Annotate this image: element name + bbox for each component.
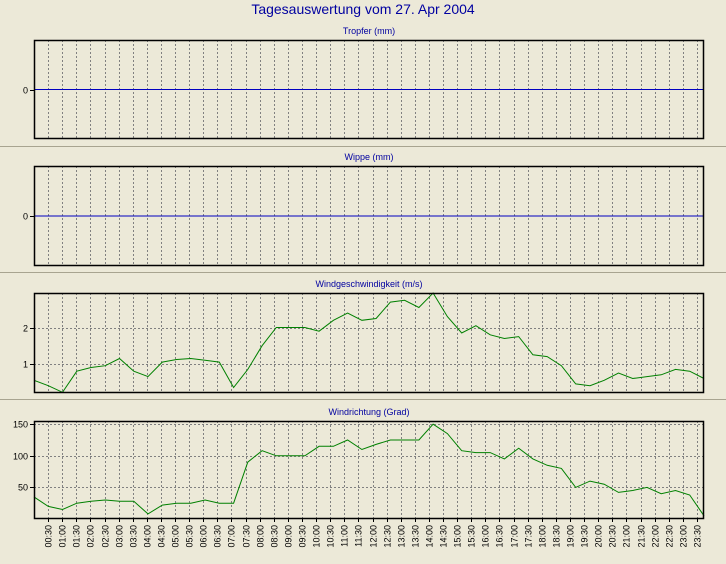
x-tick-label: 04:00 bbox=[143, 525, 153, 548]
x-tick-label: 03:00 bbox=[115, 525, 125, 548]
y-tick-label: 0 bbox=[23, 212, 28, 222]
plot-border bbox=[33, 420, 705, 520]
plot-border bbox=[33, 165, 705, 267]
chart-title: Wippe (mm) bbox=[345, 152, 394, 162]
x-tick-label: 18:30 bbox=[552, 525, 562, 548]
series-line-1 bbox=[33, 292, 705, 393]
x-tick-label: 11:00 bbox=[340, 525, 350, 547]
x-tick-label: 20:30 bbox=[608, 525, 618, 548]
plot-border bbox=[33, 292, 705, 394]
chart-title: Windgeschwindigkeit (m/s) bbox=[315, 279, 422, 289]
x-tick-label: 01:00 bbox=[58, 525, 68, 548]
x-tick-label: 19:00 bbox=[566, 525, 576, 548]
x-tick-label: 06:00 bbox=[199, 525, 209, 548]
y-tick-label: 50 bbox=[18, 483, 28, 493]
x-tick-label: 21:30 bbox=[637, 525, 647, 548]
x-tick-label: 00:30 bbox=[44, 525, 54, 548]
x-tick-label: 21:00 bbox=[622, 525, 632, 548]
x-tick-label: 10:00 bbox=[312, 525, 322, 548]
chart-panel-4: Windrichtung (Grad) 50 100 150 bbox=[13, 407, 705, 520]
chart-panel-1: Tropfer (mm) 0 bbox=[0, 26, 726, 147]
x-tick-label: 17:30 bbox=[524, 525, 534, 548]
x-tick-label: 16:00 bbox=[481, 525, 491, 548]
x-tick-label: 19:30 bbox=[580, 525, 590, 548]
x-tick-label: 16:30 bbox=[495, 525, 505, 548]
x-tick-label: 07:00 bbox=[227, 525, 237, 548]
x-tick-label: 11:30 bbox=[354, 525, 364, 547]
x-tick-label: 07:30 bbox=[242, 525, 252, 548]
x-tick-label: 22:00 bbox=[651, 525, 661, 548]
x-tick-label: 09:00 bbox=[284, 525, 294, 548]
chart-panel-2: Wippe (mm) 0 bbox=[0, 152, 726, 273]
x-tick-label: 14:00 bbox=[425, 525, 435, 548]
x-tick-label: 15:30 bbox=[467, 525, 477, 548]
chart-panel-3: Windgeschwindigkeit (m/s) 1 2 bbox=[0, 279, 726, 400]
x-tick-label: 09:30 bbox=[298, 525, 308, 548]
x-tick-label: 08:00 bbox=[256, 525, 266, 548]
x-tick-label: 15:00 bbox=[453, 525, 463, 548]
x-tick-label: 13:30 bbox=[411, 525, 421, 548]
x-tick-label: 12:30 bbox=[383, 525, 393, 548]
page-title: Tagesauswertung vom 27. Apr 2004 bbox=[251, 1, 475, 17]
plot-area bbox=[34, 293, 704, 393]
x-tick-label: 10:30 bbox=[326, 525, 336, 548]
x-tick-label: 02:00 bbox=[86, 525, 96, 548]
plot-border bbox=[33, 39, 705, 140]
chart-title: Tropfer (mm) bbox=[343, 26, 395, 36]
x-tick-label: 23:00 bbox=[679, 525, 689, 548]
y-tick-label: 0 bbox=[23, 86, 28, 96]
x-tick-label: 08:30 bbox=[270, 525, 280, 548]
x-tick-label: 18:00 bbox=[538, 525, 548, 548]
x-tick-label: 06:30 bbox=[213, 525, 223, 548]
x-tick-label: 05:00 bbox=[171, 525, 181, 548]
x-tick-label: 01:30 bbox=[72, 525, 82, 548]
x-tick-label: 05:30 bbox=[185, 525, 195, 548]
x-tick-label: 02:30 bbox=[101, 525, 111, 548]
x-tick-label: 20:00 bbox=[594, 525, 604, 548]
x-tick-label: 04:30 bbox=[157, 525, 167, 548]
x-tick-label: 22:30 bbox=[665, 525, 675, 548]
x-axis: 00:30 01:00 01:30 02:00 02:30 03:00 03:30 04:00… bbox=[44, 519, 703, 548]
x-tick-label: 14:30 bbox=[439, 525, 449, 548]
x-tick-label: 17:00 bbox=[510, 525, 520, 548]
y-tick-label: 100 bbox=[13, 452, 28, 462]
y-tick-label: 2 bbox=[23, 324, 28, 334]
series-line-1 bbox=[33, 423, 705, 517]
chart-title: Windrichtung (Grad) bbox=[328, 407, 409, 417]
x-tick-label: 23:30 bbox=[693, 525, 703, 548]
x-tick-label: 03:30 bbox=[129, 525, 139, 548]
x-tick-label: 12:00 bbox=[369, 525, 379, 548]
y-tick-label: 150 bbox=[13, 420, 28, 430]
plot-area bbox=[34, 421, 704, 519]
y-tick-label: 1 bbox=[23, 360, 28, 370]
x-tick-label: 13:00 bbox=[397, 525, 407, 548]
